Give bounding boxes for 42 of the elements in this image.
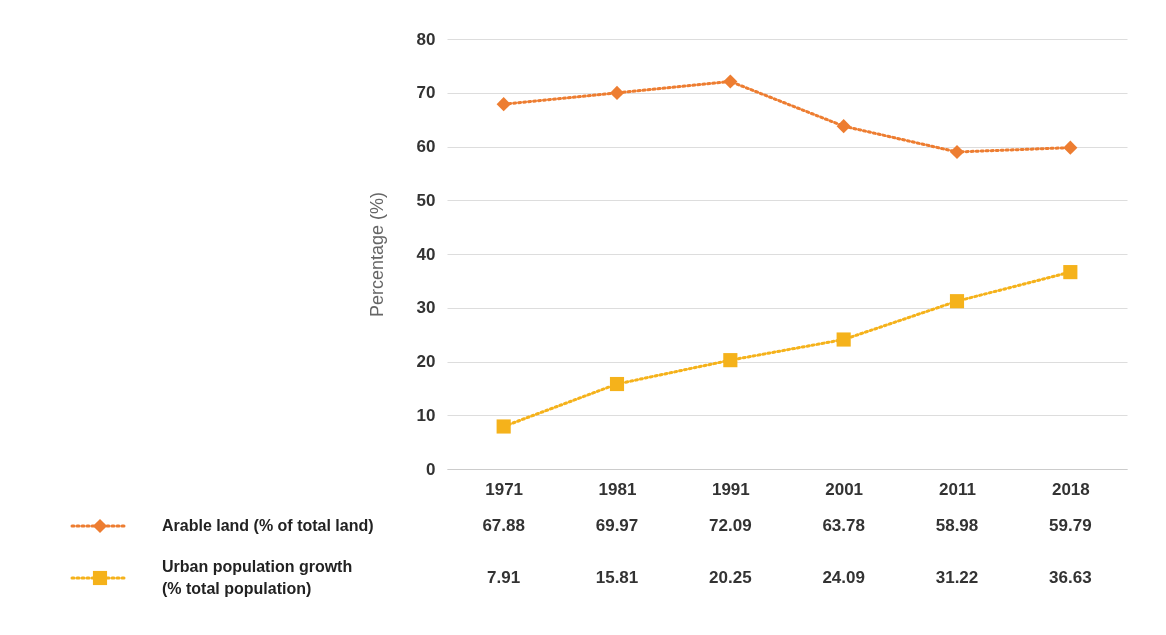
legend-label: Arable land (% of total land)	[162, 517, 374, 534]
y-tick-label: 10	[416, 405, 436, 425]
data-label: 69.97	[595, 516, 639, 535]
data-label: 67.88	[482, 516, 525, 535]
point	[949, 144, 965, 160]
point	[723, 74, 738, 89]
data-label: 63.78	[822, 516, 865, 535]
data-label: 72.09	[709, 516, 752, 535]
data-label: 58.98	[935, 516, 979, 535]
point	[836, 119, 851, 134]
point	[609, 376, 625, 392]
point	[496, 97, 511, 112]
x-tick-label: 1981	[598, 479, 637, 499]
x-tick-label: 1971	[485, 479, 524, 499]
data-label: 20.25	[709, 568, 752, 587]
y-tick-label: 60	[416, 137, 436, 156]
data-label: 31.22	[935, 568, 979, 587]
x-tick-label: 2001	[825, 479, 864, 499]
point	[496, 419, 511, 434]
point	[836, 332, 851, 347]
point	[609, 85, 625, 100]
data-label: 24.09	[822, 568, 865, 587]
y-tick-label: 30	[416, 298, 436, 318]
y-tick-label: 40	[416, 244, 436, 264]
point	[723, 353, 738, 368]
data-label: 7.91	[487, 568, 521, 587]
y-tick-label: 20	[416, 352, 436, 371]
y-tick-label: 0	[426, 459, 436, 479]
data-label: 36.63	[1049, 568, 1092, 587]
y-tick-label: 70	[416, 83, 436, 103]
y-axis-title: Percentage (%)	[366, 191, 387, 318]
legend-label: Urban population growth (% total population)	[162, 558, 353, 597]
point	[1063, 140, 1078, 155]
point	[949, 294, 965, 309]
y-tick-label: 80	[416, 29, 436, 49]
data-label: 15.81	[595, 568, 639, 587]
y-tick-label: 50	[416, 190, 436, 210]
x-tick-label: 2018	[1051, 479, 1090, 499]
x-tick-label: 1991	[711, 479, 750, 499]
x-tick-label: 2011	[939, 479, 976, 499]
point	[1063, 265, 1078, 280]
data-label: 59.79	[1049, 516, 1092, 535]
